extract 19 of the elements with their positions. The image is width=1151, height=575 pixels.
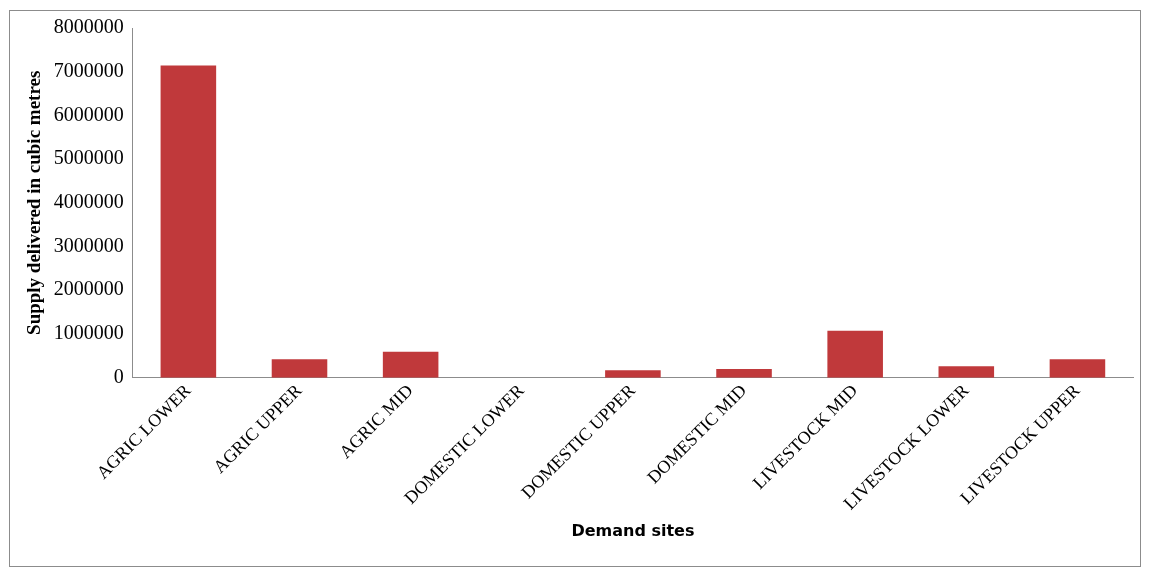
y-tick-label: 6000000 xyxy=(53,102,124,125)
bar xyxy=(271,359,328,378)
y-tick-label: 3000000 xyxy=(53,233,124,256)
y-tick-label: 2000000 xyxy=(53,277,124,300)
y-tick-label: 1000000 xyxy=(53,321,124,344)
bar xyxy=(382,351,439,378)
bar xyxy=(1049,359,1106,378)
y-tick-label: 0 xyxy=(113,364,124,387)
y-axis-title: Supply delivered in cubic metres xyxy=(23,70,45,335)
y-tick-label: 7000000 xyxy=(53,58,124,81)
y-tick-label: 4000000 xyxy=(53,190,124,213)
x-axis-title: Demand sites xyxy=(571,520,695,540)
bar xyxy=(716,368,772,378)
y-tick-label: 5000000 xyxy=(53,146,124,169)
bar xyxy=(160,65,217,378)
y-tick-label: 8000000 xyxy=(53,15,124,38)
bar xyxy=(605,370,661,378)
bar xyxy=(938,366,995,378)
bar xyxy=(827,330,883,378)
